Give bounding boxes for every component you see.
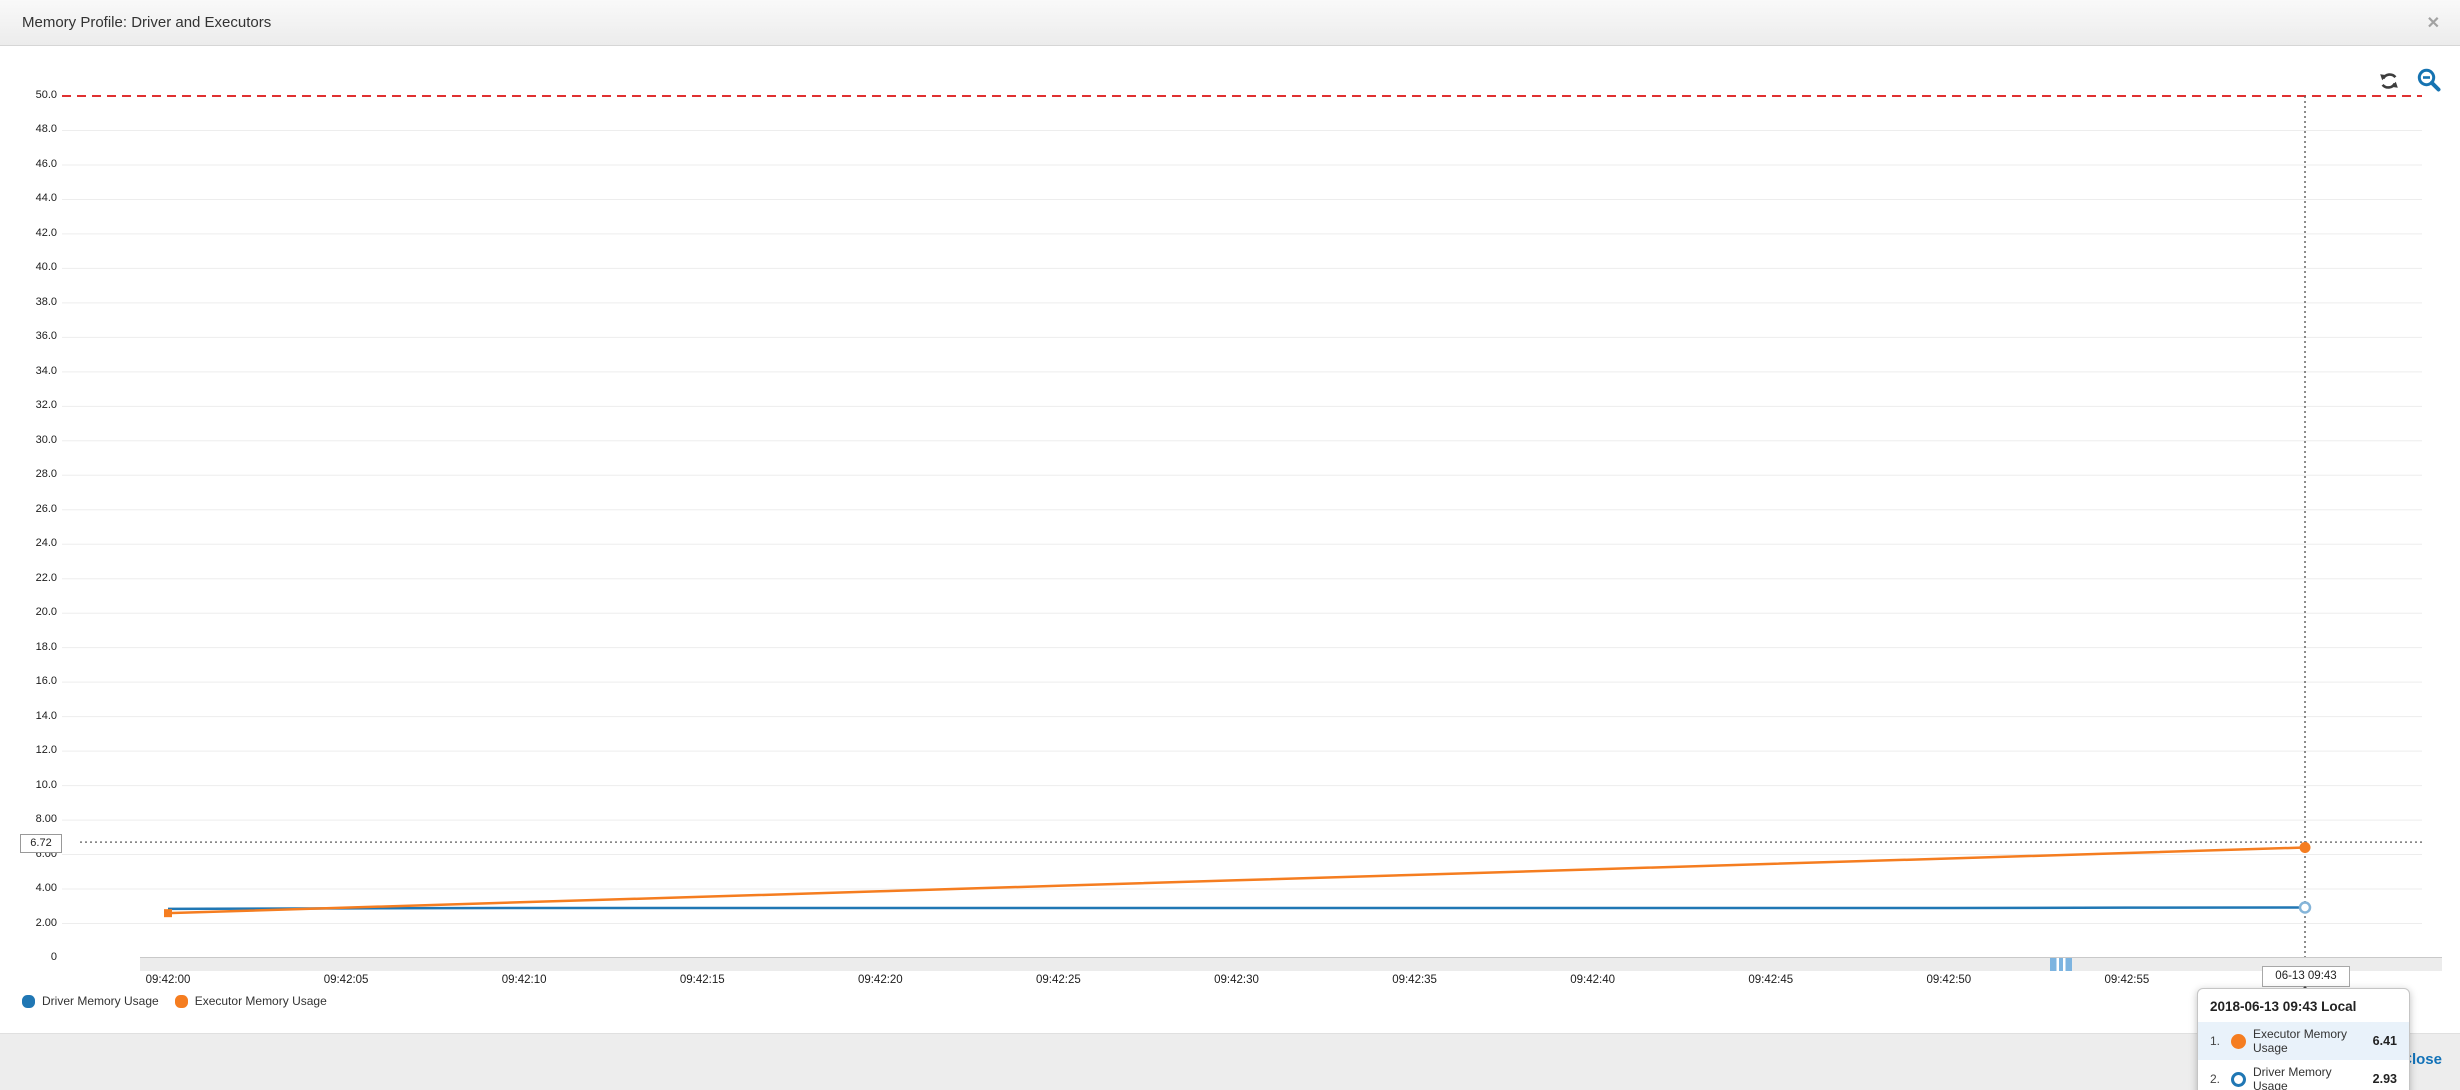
x-axis-tick: 09:42:40 [1570, 974, 1616, 986]
x-axis-tick: 09:42:25 [1036, 974, 1081, 986]
executor-series-dot-icon [174, 994, 188, 1008]
x-axis-tick: 09:42:35 [1392, 974, 1437, 986]
x-axis-tick: 09:42:15 [679, 974, 725, 986]
tooltip-series-name: Driver Memory Usage [2253, 1065, 2332, 1090]
y-axis-tick: 12.0 [35, 744, 57, 757]
y-axis-tick: 20.0 [35, 606, 57, 619]
y-axis-tick: 24.0 [35, 537, 57, 550]
tooltip-series-name: Executor Memory Usage [2253, 1027, 2348, 1055]
y-axis-tick: 26.0 [35, 502, 57, 515]
y-axis-tick: 34.0 [35, 364, 57, 377]
y-axis-tick: 42.0 [35, 226, 57, 239]
tooltip-row-executor: 1. Executor Memory Usage 6.41 [2198, 1022, 2409, 1060]
x-axis-tick: 09:42:50 [1926, 974, 1972, 986]
y-hover-marker: 6.72 [20, 834, 62, 853]
modal-header: Memory Profile: Driver and Executors ✕ [0, 0, 2460, 46]
y-axis-tick: 40.0 [35, 261, 57, 274]
refresh-icon[interactable] [2378, 70, 2400, 92]
y-axis-tick: 14.0 [35, 709, 57, 722]
y-axis-tick: 4.00 [35, 882, 57, 895]
legend-label: Executor Memory Usage [194, 994, 327, 1008]
y-axis-tick: 16.0 [35, 675, 57, 688]
driver-marker-icon [2231, 1071, 2246, 1087]
y-axis-tick: 0 [50, 951, 57, 963]
x-axis-tick: 09:42:00 [145, 974, 191, 986]
tooltip-series-value: 2.93 [2372, 1072, 2397, 1086]
close-button[interactable]: Close [2401, 1051, 2442, 1068]
legend-label: Driver Memory Usage [42, 994, 159, 1008]
x-axis-tick: 09:42:55 [2104, 974, 2150, 986]
y-axis-tick: 32.0 [35, 399, 57, 412]
x-hover-marker: 06-13 09:43 [2262, 966, 2350, 987]
tooltip-row-driver: 2. Driver Memory Usage 2.93 [2198, 1060, 2409, 1090]
y-axis-tick: 10.0 [35, 778, 57, 791]
tooltip-timestamp: 2018-06-13 09:43 Local [2210, 999, 2357, 1014]
y-axis-tick: 44.0 [35, 192, 57, 205]
y-axis-tick: 30.0 [35, 433, 57, 446]
legend-item-driver[interactable]: Driver Memory Usage [22, 994, 159, 1008]
y-axis-tick: 50.0 [35, 89, 57, 101]
close-icon[interactable]: ✕ [2426, 15, 2440, 32]
x-axis-tick: 09:42:05 [323, 974, 369, 986]
chart-legend: Driver Memory Usage Executor Memory Usag… [22, 994, 327, 1008]
tooltip-row-index: 1. [2210, 1034, 2221, 1048]
y-axis-tick: 18.0 [35, 640, 57, 653]
y-axis-tick: 22.0 [35, 571, 57, 584]
x-axis-tick: 09:42:45 [1748, 974, 1794, 986]
modal-footer [0, 1033, 2460, 1090]
legend-item-executor[interactable]: Executor Memory Usage [174, 994, 327, 1008]
y-axis-tick: 36.0 [35, 330, 57, 343]
tooltip-row-index: 2. [2210, 1072, 2221, 1086]
x-axis-tick: 09:42:20 [857, 974, 903, 986]
time-range-track[interactable] [140, 957, 2442, 971]
y-axis-tick: 38.0 [35, 295, 57, 308]
x-axis-tick: 09:42:10 [501, 974, 547, 986]
y-axis-tick: 2.00 [35, 916, 57, 929]
time-range-handle[interactable] [2050, 958, 2072, 971]
tooltip-series-value: 6.41 [2372, 1034, 2397, 1048]
driver-series-dot-icon [22, 994, 35, 1008]
x-axis-tick: 09:42:30 [1214, 974, 1259, 986]
y-axis-tick: 46.0 [35, 157, 57, 170]
executor-marker-icon [2231, 1033, 2246, 1049]
modal-title: Memory Profile: Driver and Executors [22, 14, 272, 31]
y-axis-tick: 28.0 [35, 468, 57, 481]
y-axis-tick: 48.0 [35, 123, 57, 136]
chart-tooltip: 2018-06-13 09:43 Local 1. Executor Memor… [2197, 988, 2410, 1090]
zoom-out-icon[interactable] [2416, 67, 2442, 94]
y-axis-tick: 8.00 [35, 813, 57, 826]
